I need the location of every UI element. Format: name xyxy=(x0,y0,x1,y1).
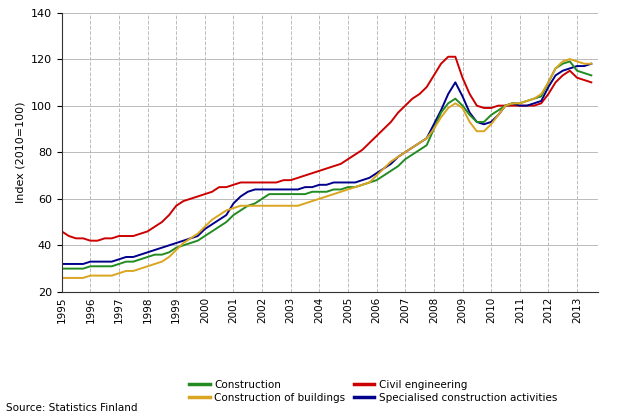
Y-axis label: Index (2010=100): Index (2010=100) xyxy=(15,101,25,203)
Legend: Construction, Construction of buildings, Civil engineering, Specialised construc: Construction, Construction of buildings,… xyxy=(185,375,561,407)
Text: Source: Statistics Finland: Source: Statistics Finland xyxy=(6,403,138,413)
